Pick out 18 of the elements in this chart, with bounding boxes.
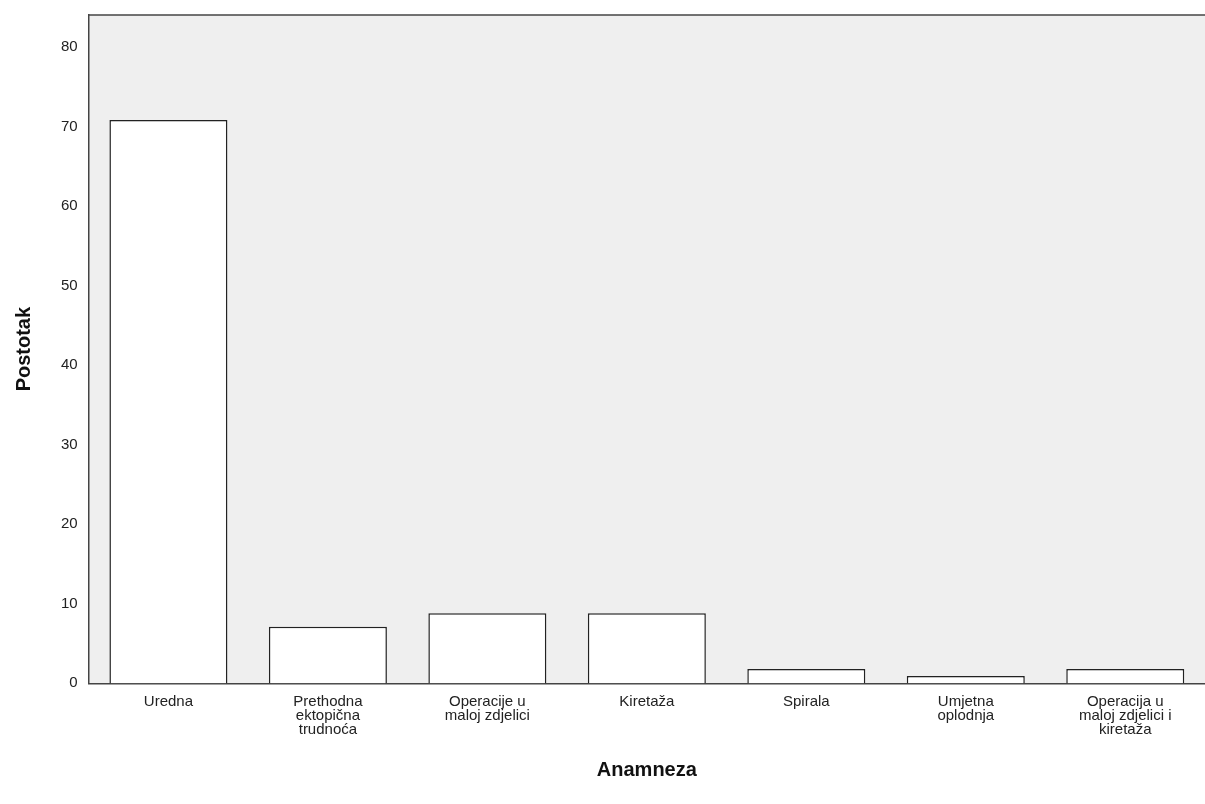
- x-tick-label: Prethodna ektopična trudnoća: [293, 691, 364, 738]
- y-tick-label: 80: [61, 36, 78, 54]
- y-tick-label: 30: [61, 434, 78, 452]
- y-tick-label: 70: [61, 116, 78, 134]
- x-axis-title: Anamneza: [596, 757, 698, 780]
- y-axis-title: Postotak: [11, 306, 34, 392]
- y-tick-label: 20: [61, 514, 78, 532]
- y-tick-label: 10: [61, 593, 78, 611]
- x-tick-label: Kiretaža: [619, 691, 676, 709]
- x-tick-label: Uredna: [143, 691, 194, 709]
- x-tick-label: Spirala: [782, 691, 831, 709]
- y-tick-label: 60: [61, 196, 78, 214]
- y-tick-label: 40: [61, 355, 78, 373]
- x-tick-label: Umjetna oplodnja: [937, 691, 995, 723]
- x-tick-label: Operacija u maloj zdjelici i kiretaža: [1079, 691, 1172, 738]
- y-tick-label: 50: [61, 275, 78, 293]
- y-tick-label: 0: [69, 673, 78, 691]
- x-tick-label: Operacije u maloj zdjelici: [444, 691, 530, 723]
